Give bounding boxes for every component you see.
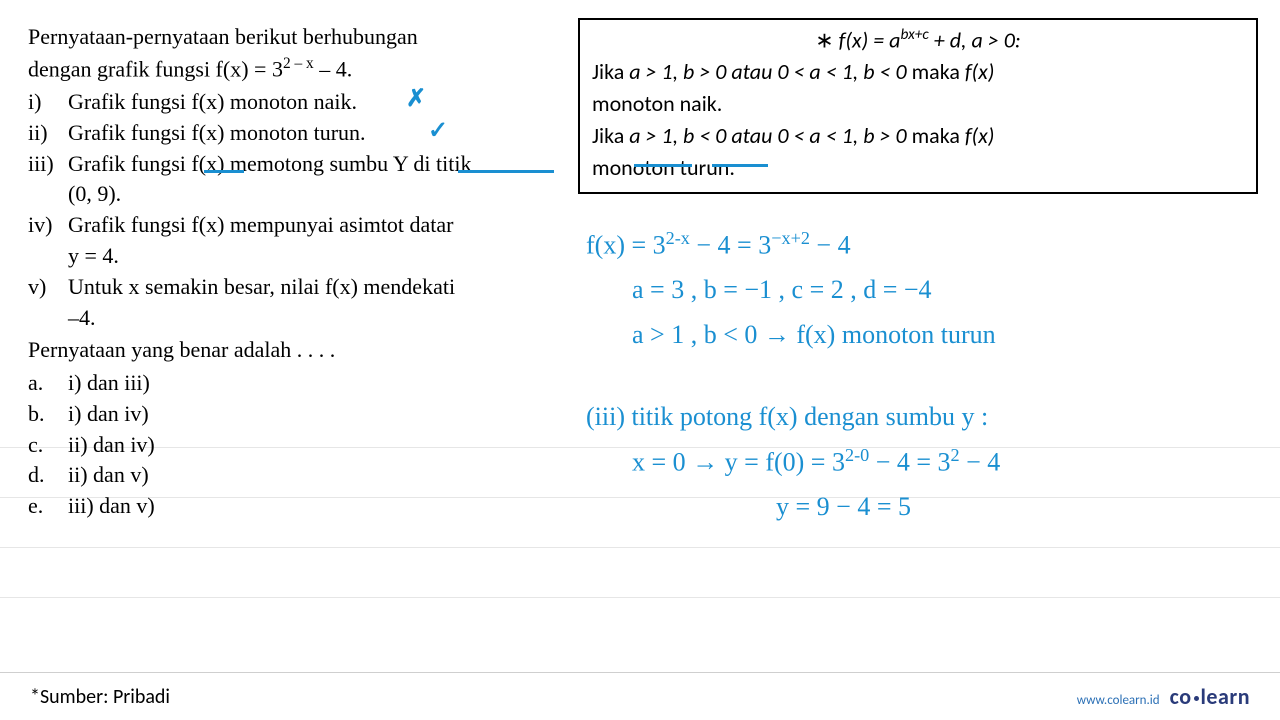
item-ii: ii)Grafik fungsi f(x) monoton turun. (28, 118, 558, 149)
work-line-2: a = 3 , b = −1 , c = 2 , d = −4 (586, 269, 1266, 311)
paper-line (0, 597, 1280, 598)
option-d: d.ii) dan v) (28, 460, 558, 491)
underline-a1 (634, 164, 692, 167)
underline-fx (204, 170, 244, 173)
rule-line-1: Jika a > 1, b > 0 atau 0 < a < 1, b < 0 … (592, 56, 1244, 88)
item-i: i)Grafik fungsi f(x) monoton naik. (28, 87, 558, 118)
item-iii-sub: (0, 9). (28, 179, 558, 210)
rule-box: ∗ f(x) = abx+c + d, a > 0: Jika a > 1, b… (578, 18, 1258, 194)
work-line-4: (iii) titik potong f(x) dengan sumbu y : (586, 396, 1266, 438)
question-panel: Pernyataan-pernyataan berikut berhubunga… (28, 22, 558, 522)
option-a: a.i) dan iii) (28, 368, 558, 399)
question-intro-2: dengan grafik fungsi f(x) = 32 – x – 4. (28, 53, 558, 85)
rule-line-3: Jika a > 1, b < 0 atau 0 < a < 1, b > 0 … (592, 120, 1244, 152)
footer-logo: colearn (1170, 683, 1250, 710)
x-mark-icon: ✗ (406, 83, 426, 117)
footer-source: *Sumber: Pribadi (30, 685, 170, 709)
underline-y (458, 170, 554, 173)
check-mark-icon: ✓ (428, 115, 448, 149)
option-e: e.iii) dan v) (28, 491, 558, 522)
question-intro-1: Pernyataan-pernyataan berikut berhubunga… (28, 22, 558, 53)
item-iii: iii)Grafik fungsi f(x) memotong sumbu Y … (28, 149, 558, 180)
options: a.i) dan iii) b.i) dan iv) c.ii) dan iv)… (28, 368, 558, 522)
footer: *Sumber: Pribadi www.colearn.id colearn (0, 672, 1280, 720)
rule-line-4: monoton turun. (592, 152, 1244, 184)
dot-icon (1194, 696, 1199, 701)
item-v-sub: –4. (28, 303, 558, 334)
option-c: c.ii) dan iv) (28, 430, 558, 461)
paper-line (0, 547, 1280, 548)
work-line-3: a > 1 , b < 0 → f(x) monoton turun (586, 314, 1266, 356)
rule-head: ∗ f(x) = abx+c + d, a > 0: (592, 24, 1244, 56)
item-iv-sub: y = 4. (28, 241, 558, 272)
rule-line-2: monoton naik. (592, 88, 1244, 120)
option-b: b.i) dan iv) (28, 399, 558, 430)
footer-url: www.colearn.id (1077, 693, 1160, 708)
item-iv: iv)Grafik fungsi f(x) mempunyai asimtot … (28, 210, 558, 241)
question-items: i)Grafik fungsi f(x) monoton naik. ii)Gr… (28, 87, 558, 333)
underline-b0 (712, 164, 768, 167)
handwritten-work: f(x) = 32-x − 4 = 3−x+2 − 4 a = 3 , b = … (586, 224, 1266, 531)
footer-right: www.colearn.id colearn (1077, 683, 1250, 710)
work-line-6: y = 9 − 4 = 5 (586, 486, 1266, 528)
question-prompt: Pernyataan yang benar adalah . . . . (28, 335, 558, 366)
item-v: v)Untuk x semakin besar, nilai f(x) mend… (28, 272, 558, 303)
work-line-5: x = 0 → y = f(0) = 32-0 − 4 = 32 − 4 (586, 441, 1266, 483)
work-line-1: f(x) = 32-x − 4 = 3−x+2 − 4 (586, 224, 1266, 266)
